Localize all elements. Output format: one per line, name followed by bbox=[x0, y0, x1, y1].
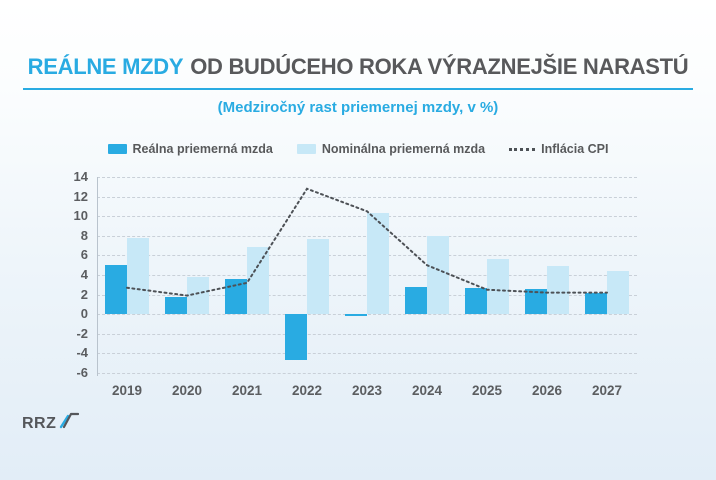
x-axis-tick-2025: 2025 bbox=[471, 383, 503, 398]
cpi-inflation-line bbox=[126, 187, 608, 297]
y-axis-tick--6: -6 bbox=[76, 365, 88, 380]
gridline-0 bbox=[97, 314, 637, 316]
y-axis-tick-6: 6 bbox=[80, 247, 88, 263]
x-axis-tick-2020: 2020 bbox=[171, 383, 203, 398]
legend-swatch-icon bbox=[107, 144, 127, 154]
rrz-logo: RRZ bbox=[22, 407, 80, 434]
gridline--6 bbox=[97, 373, 637, 374]
gridline--4 bbox=[97, 353, 637, 355]
gridline-12 bbox=[97, 196, 637, 198]
y-axis-tick-8: 8 bbox=[80, 227, 88, 243]
x-axis-tick-2021: 2021 bbox=[231, 383, 263, 398]
x-axis-tick-2026: 2026 bbox=[531, 383, 563, 398]
chart-subtitle: (Medziročný rast priemernej mzdy, v %) bbox=[217, 99, 499, 116]
gridline-14 bbox=[97, 177, 637, 178]
page-title: REÁLNE MZDY OD BUDÚCEHO ROKA VÝRAZNEJŠIE … bbox=[0, 54, 716, 80]
nominal-wage-bar-2021 bbox=[247, 246, 269, 315]
gridline--2 bbox=[97, 333, 637, 335]
x-axis-tick-2024: 2024 bbox=[411, 383, 443, 398]
real-wage-bar-2026 bbox=[525, 288, 547, 315]
x-axis-tick-2027: 2027 bbox=[591, 383, 623, 398]
real-wage-bar-2023 bbox=[345, 314, 367, 317]
x-axis-tick-2019: 2019 bbox=[111, 383, 143, 398]
y-axis-tick--2: -2 bbox=[76, 325, 88, 341]
legend-label: Reálna priemerná mzda bbox=[132, 142, 273, 156]
nominal-wage-bar-2022 bbox=[307, 238, 329, 315]
legend-item-3: Inflácia CPI bbox=[509, 142, 608, 156]
y-axis-tick-14: 14 bbox=[73, 169, 88, 184]
real-wage-bar-2027 bbox=[585, 292, 607, 315]
legend-swatch-icon bbox=[296, 144, 316, 154]
chart-legend: Reálna priemerná mzda Nominálna priemerná… bbox=[0, 142, 716, 156]
legend-dotted-line-icon bbox=[509, 147, 536, 151]
y-axis-line bbox=[97, 177, 98, 376]
rrz-logo-mark-icon bbox=[59, 407, 80, 434]
legend-item-2: Nominálna priemerná mzda bbox=[296, 142, 486, 156]
y-axis-tick-10: 10 bbox=[73, 208, 88, 224]
real-wage-bar-2019 bbox=[105, 265, 127, 315]
nominal-wage-bar-2025 bbox=[487, 259, 509, 315]
nominal-wage-bar-2020 bbox=[187, 276, 209, 315]
rrz-logo-text: RRZ bbox=[22, 415, 57, 432]
nominal-wage-bar-2026 bbox=[547, 266, 569, 315]
page-title-rest: OD BUDÚCEHO ROKA VÝRAZNEJŠIE NARASTÚ bbox=[190, 54, 689, 79]
real-wage-bar-2022 bbox=[285, 314, 307, 361]
nominal-wage-bar-2019 bbox=[127, 237, 149, 315]
legend-label: Inflácia CPI bbox=[541, 142, 609, 156]
nominal-wage-bar-2027 bbox=[607, 271, 629, 315]
y-axis-tick-2: 2 bbox=[80, 286, 88, 302]
title-underline bbox=[23, 88, 693, 90]
x-axis-tick-2022: 2022 bbox=[291, 383, 323, 398]
x-axis-tick-2023: 2023 bbox=[351, 383, 383, 398]
y-axis-tick-0: 0 bbox=[80, 306, 88, 322]
legend-item-1: Reálna priemerná mzda bbox=[107, 142, 273, 156]
real-wage-bar-2020 bbox=[165, 296, 187, 315]
legend-label: Nominálna priemerná mzda bbox=[321, 142, 486, 156]
real-wage-bar-2025 bbox=[465, 287, 487, 315]
y-axis-tick--4: -4 bbox=[76, 345, 88, 361]
y-axis-tick-4: 4 bbox=[80, 267, 88, 282]
nominal-wage-bar-2024 bbox=[427, 235, 449, 315]
real-wage-bar-2024 bbox=[405, 286, 427, 315]
y-axis-tick-12: 12 bbox=[73, 188, 88, 204]
real-wage-bar-2021 bbox=[225, 278, 247, 315]
page-title-highlight: REÁLNE MZDY bbox=[27, 54, 184, 79]
nominal-wage-bar-2023 bbox=[367, 213, 389, 315]
